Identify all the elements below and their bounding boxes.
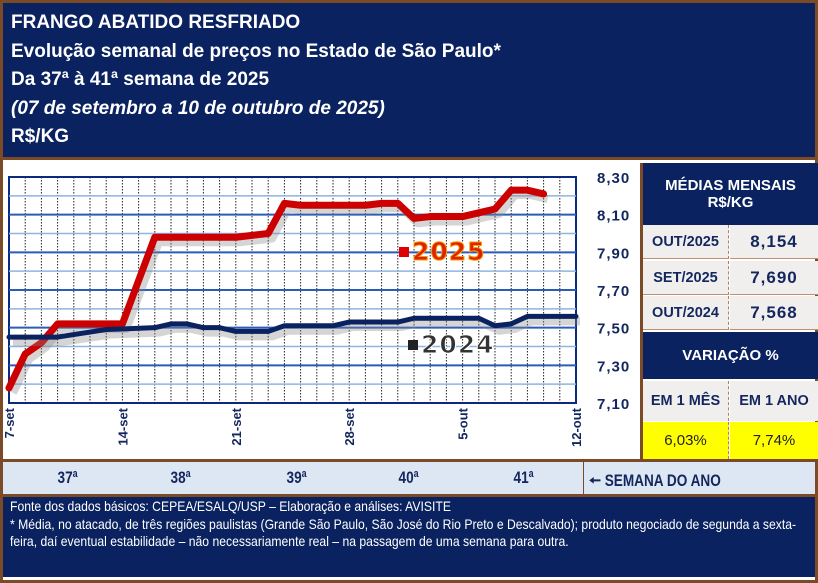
panel-unit: R$/KG (707, 194, 754, 211)
divider (0, 494, 818, 497)
month-value: 8,154 (730, 225, 818, 259)
title: FRANGO ABATIDO RESFRIADO (11, 12, 301, 33)
legend-label: 2024 (421, 330, 495, 359)
x-tick-label: 21-set (229, 407, 244, 445)
header: FRANGO ABATIDO RESFRIADO Evolução semana… (3, 3, 815, 157)
month-value: 7,690 (730, 261, 818, 295)
period-dates: (07 de setembro a 10 de outubro de 2025) (11, 97, 385, 119)
week-row: 37ª 38ª 39ª 40ª 41ª 🠔 SEMANA DO ANO (3, 462, 815, 494)
x-tick-label: 5-out (456, 407, 471, 439)
source-note: Fonte dos dados básicos: CEPEA/ESALQ/USP… (10, 498, 451, 514)
week-39: 39ª (286, 468, 307, 487)
left-arrow-icon: 🠔 (589, 471, 601, 490)
week-41: 41ª (513, 468, 534, 487)
y-tick-label: 8,10 (597, 208, 630, 225)
period-weeks: Da 37ª à 41ª semana de 2025 (11, 69, 270, 90)
y-tick-label: 7,70 (597, 283, 630, 300)
week-38: 38ª (170, 468, 191, 487)
legend-swatch (399, 247, 409, 257)
x-tick-label: 14-set (115, 407, 130, 445)
month-label: OUT/2025 (643, 225, 729, 259)
x-tick-label: 12-out (569, 407, 584, 447)
month-label: OUT/2024 (643, 296, 729, 330)
var-label-month: EM 1 MÊS (643, 381, 729, 421)
panel-header: MÉDIAS MENSAIS R$/KG (643, 163, 818, 225)
price-chart: 7,10 7,30 7,50 7,70 7,90 8,10 8,30 7-set 14-set 2… (3, 170, 630, 447)
y-tick-label: 7,10 (597, 396, 630, 413)
series-shadow (13, 317, 580, 347)
week-37: 37ª (57, 468, 78, 487)
unit: R$/KG (11, 126, 70, 147)
x-tick-label: 7-set (3, 407, 17, 438)
monthly-averages-panel: MÉDIAS MENSAIS R$/KG OUT/2025 8,154 SET/2… (640, 163, 818, 459)
panel-title: MÉDIAS MENSAIS (665, 177, 796, 194)
month-label: SET/2025 (643, 261, 729, 295)
footnote: * Média, no atacado, de três regiões pau… (10, 515, 797, 550)
var-value-year: 7,74% (730, 422, 818, 459)
divider (0, 157, 818, 160)
week-40: 40ª (398, 468, 419, 487)
y-tick-label: 7,30 (597, 358, 630, 375)
variation-title: VARIAÇÃO % (643, 332, 818, 379)
series-line-2024 (6, 313, 579, 340)
y-tick-label: 8,30 (597, 170, 630, 187)
y-tick-label: 7,50 (597, 321, 630, 338)
x-tick-label: 28-set (342, 407, 357, 445)
week-label-text: SEMANA DO ANO (604, 471, 721, 490)
week-axis-label: 🠔 SEMANA DO ANO (589, 468, 721, 497)
footer: Fonte dos dados básicos: CEPEA/ESALQ/USP… (3, 497, 815, 577)
var-label-year: EM 1 ANO (730, 381, 818, 421)
var-value-month: 6,03% (643, 422, 729, 459)
legend-label: 2025 (412, 237, 486, 266)
month-value: 7,568 (730, 296, 818, 330)
y-tick-label: 7,90 (597, 245, 630, 262)
subtitle: Evolução semanal de preços no Estado de … (11, 40, 501, 62)
legend-swatch (408, 340, 418, 350)
divider (0, 459, 818, 462)
